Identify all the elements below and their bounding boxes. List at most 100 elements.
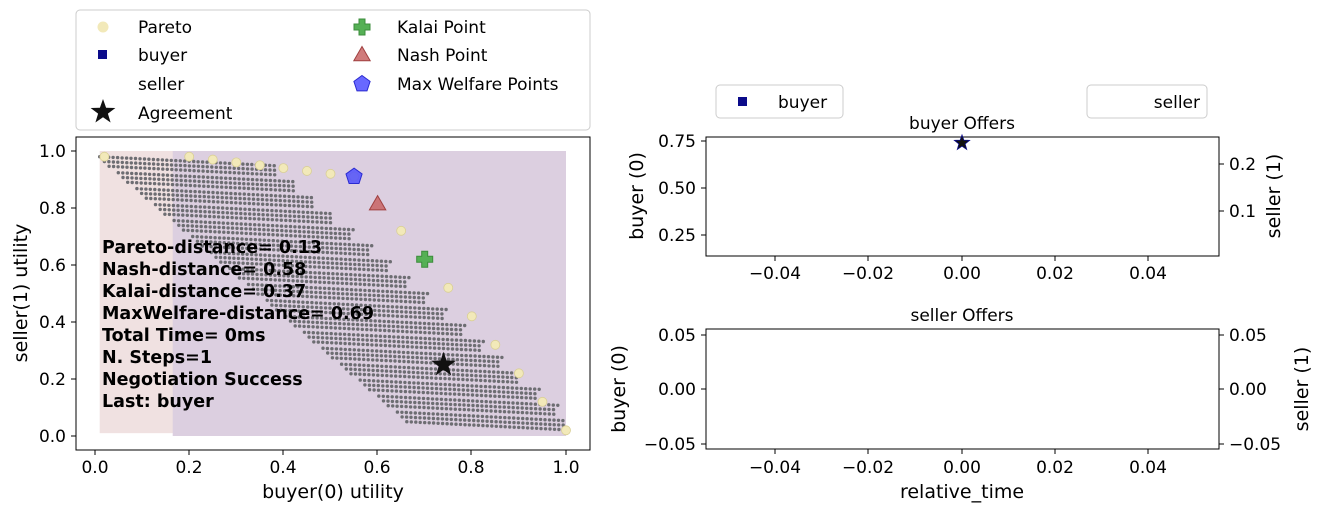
outcome-point	[508, 425, 512, 429]
outcome-point	[286, 274, 290, 278]
outcome-point	[454, 327, 458, 332]
outcome-point	[456, 383, 461, 387]
outcome-point	[422, 315, 426, 320]
outcome-point	[352, 348, 356, 352]
outcome-point	[329, 226, 333, 231]
outcome-point	[227, 256, 232, 260]
outcome-point	[384, 369, 389, 373]
outcome-point	[174, 158, 178, 163]
outcome-point	[252, 202, 256, 206]
outcome-point	[397, 344, 401, 348]
outcome-point	[227, 245, 231, 250]
outcome-point	[246, 171, 250, 176]
outcome-point	[463, 323, 467, 328]
outcome-point	[503, 425, 507, 429]
outcome-point	[420, 375, 425, 380]
outcome-point	[366, 268, 371, 272]
outcome-point	[271, 243, 276, 247]
outcome-point	[433, 356, 437, 361]
outcome-point	[226, 236, 231, 240]
outcome-point	[456, 362, 460, 366]
outcome-point	[329, 331, 333, 336]
outcome-point	[269, 277, 273, 282]
outcome-point	[403, 389, 408, 394]
outcome-point	[334, 251, 339, 255]
outcome-point	[363, 383, 367, 387]
outcome-point	[353, 363, 357, 367]
legend-label-kalai: Kalai Point	[397, 18, 486, 38]
outcome-point	[342, 236, 347, 241]
outcome-point	[223, 161, 227, 165]
outcome-point	[254, 262, 259, 266]
outcome-point	[285, 254, 290, 259]
outcome-point	[180, 208, 185, 213]
outcome-point	[254, 257, 258, 261]
outcome-point	[340, 287, 345, 291]
outcome-point	[437, 357, 442, 361]
outcome-point	[441, 346, 446, 351]
x-tick-label: 0.6	[363, 458, 390, 478]
outcome-point	[213, 240, 217, 244]
outcome-point	[501, 390, 506, 394]
outcome-point	[501, 370, 505, 375]
outcome-point	[389, 380, 394, 384]
outcome-point	[420, 366, 424, 370]
outcome-point	[269, 183, 273, 187]
outcome-point	[371, 274, 375, 278]
outcome-point	[381, 388, 385, 393]
outcome-point	[485, 415, 489, 419]
outcome-point	[485, 419, 489, 423]
outcome-point	[506, 401, 511, 405]
outcome-point	[235, 222, 239, 226]
outcome-point	[220, 191, 224, 195]
outcome-point	[339, 257, 343, 261]
outcome-point	[399, 385, 403, 389]
outcome-point	[237, 171, 241, 175]
outcome-point	[435, 391, 439, 395]
outcome-point	[417, 401, 421, 405]
outcome-point	[392, 344, 396, 348]
outcome-point	[494, 420, 498, 424]
outcome-point	[451, 368, 456, 372]
outcome-point	[244, 222, 248, 226]
outcome-point	[269, 193, 273, 198]
outcome-point	[296, 300, 301, 304]
outcome-point	[463, 423, 467, 427]
outcome-point	[167, 212, 172, 217]
outcome-point	[279, 224, 284, 228]
outcome-point	[497, 400, 502, 404]
outcome-point	[221, 215, 225, 219]
outcome-point	[381, 298, 385, 303]
outcome-point	[421, 381, 425, 386]
outcome-point	[325, 246, 329, 250]
outcome-point	[502, 394, 506, 399]
outcome-point	[261, 213, 265, 217]
outcome-point	[413, 306, 417, 310]
outcome-point	[400, 325, 404, 329]
outcome-point	[441, 337, 445, 342]
outcome-point	[356, 337, 360, 342]
outcome-point	[458, 328, 463, 332]
outcome-point	[493, 405, 497, 409]
outcome-point	[171, 203, 176, 208]
nash-marker	[368, 194, 387, 211]
outcome-point	[371, 268, 375, 272]
legend-label-pareto: Pareto	[138, 18, 192, 38]
outcome-point	[291, 289, 296, 293]
outcome-point	[330, 246, 334, 250]
outcome-point	[464, 348, 468, 352]
outcome-point	[252, 207, 256, 212]
outcome-point	[330, 251, 334, 255]
outcome-point	[166, 193, 171, 197]
outcome-point	[449, 422, 454, 426]
outcome-point	[207, 205, 211, 209]
outcome-point	[327, 296, 332, 300]
outcome-point	[440, 421, 445, 426]
outcome-point	[369, 328, 373, 332]
outcome-point	[287, 299, 292, 304]
outcome-point	[316, 335, 320, 340]
outcome-point	[329, 326, 333, 330]
outcome-point	[319, 211, 323, 215]
outcome-point	[148, 187, 152, 191]
outcome-point	[440, 406, 444, 411]
